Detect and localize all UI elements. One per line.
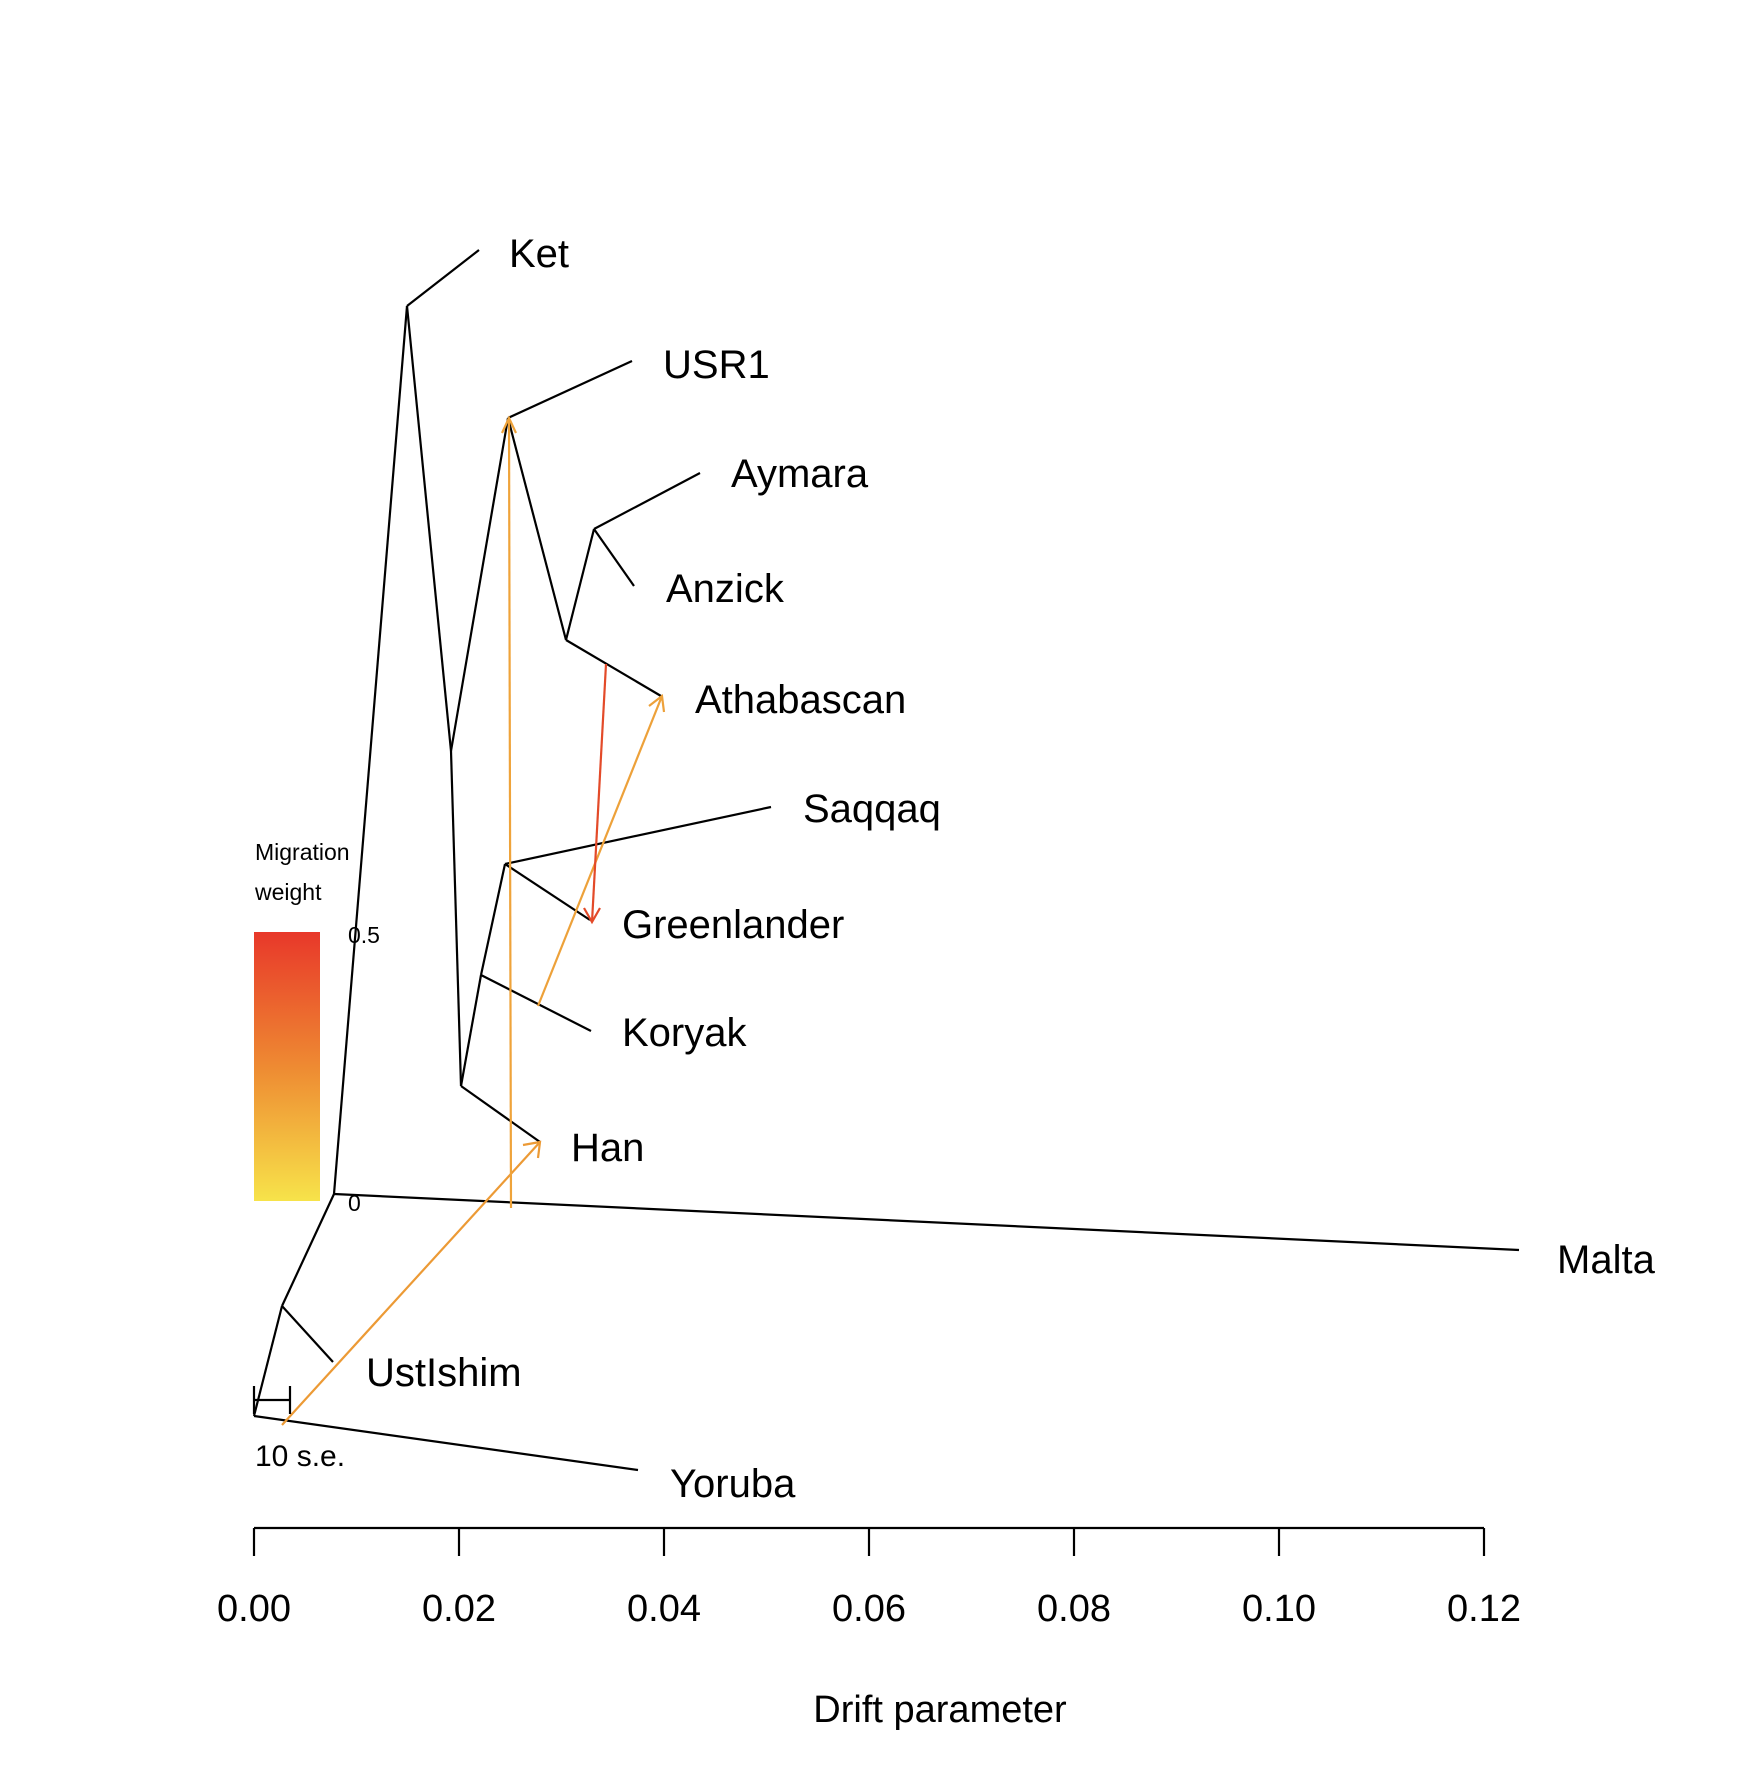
taxon-label: Malta — [1557, 1238, 1656, 1282]
branch-node-e-to-node-f — [506, 417, 568, 641]
x-tick-label: 0.06 — [832, 1588, 906, 1630]
taxon-label: Aymara — [731, 452, 869, 496]
branch-saqqaq — [504, 805, 772, 866]
branch-node-c-to-node-d — [405, 305, 453, 752]
tree-branches — [252, 249, 1520, 1472]
legend-title-line2: weight — [254, 879, 322, 905]
branch-athabascan — [565, 639, 662, 697]
taxon-label: Athabascan — [695, 678, 906, 722]
legend-title-line1: Migration — [255, 839, 350, 865]
legend-max-label: 0.5 — [348, 922, 380, 948]
branch-node-h-to-node-i — [459, 974, 483, 1087]
x-tick-label: 0.04 — [627, 1588, 701, 1630]
branch-ket — [406, 249, 480, 307]
taxon-labels: Ket USR1 Aymara Anzick Athabascan Saqqaq… — [366, 232, 1656, 1506]
branch-node-a-to-node-b — [281, 1193, 335, 1307]
branch-greenlander — [504, 863, 591, 921]
migration-edge-to-han — [281, 1140, 542, 1426]
branch-aymara — [593, 472, 701, 530]
migration-edges — [281, 415, 666, 1426]
x-tick-label: 0.02 — [422, 1588, 496, 1630]
legend-color-bar — [254, 932, 320, 1201]
branch-usr1 — [507, 360, 633, 419]
taxon-label: Han — [571, 1126, 644, 1170]
x-tick-label: 0.00 — [217, 1588, 291, 1630]
branch-node-b-to-node-c — [332, 305, 409, 1195]
x-axis-title: Drift parameter — [813, 1689, 1067, 1731]
migration-edge-to-greenlander — [583, 663, 608, 925]
branch-node-f-to-node-g — [564, 528, 596, 641]
migration-edge-to-athabascan — [536, 693, 666, 1007]
x-tick-label: 0.10 — [1242, 1588, 1316, 1630]
branch-node-d-to-node-e — [449, 417, 510, 752]
x-axis: 0.00 0.02 0.04 0.06 0.08 0.10 0.12 Drift… — [217, 1526, 1521, 1731]
taxon-label: Greenlander — [622, 903, 844, 947]
branch-malta — [333, 1192, 1520, 1252]
branch-root-to-node-a — [252, 1305, 284, 1417]
taxon-label: UstIshim — [366, 1351, 522, 1395]
branch-node-i-to-node-j — [479, 863, 507, 976]
scale-bar: 10 s.e. — [252, 1386, 345, 1473]
branch-yoruba — [253, 1414, 639, 1472]
taxon-label: USR1 — [663, 343, 770, 387]
taxon-label: Saqqaq — [803, 787, 941, 831]
branch-han — [460, 1085, 541, 1143]
branch-ustishim — [281, 1305, 334, 1363]
x-tick-label: 0.08 — [1037, 1588, 1111, 1630]
taxon-label: Anzick — [666, 567, 785, 611]
migration-weight-legend: Migration weight 0.5 0 — [254, 839, 380, 1216]
branch-anzick — [593, 528, 635, 587]
taxon-label: Ket — [509, 232, 569, 276]
migration-edge-to-usr1 — [501, 415, 517, 1209]
branch-node-d-to-node-h — [449, 750, 463, 1087]
taxon-label: Koryak — [622, 1011, 747, 1055]
scale-bar-label: 10 s.e. — [255, 1440, 345, 1473]
branch-koryak — [480, 974, 592, 1032]
taxon-label: Yoruba — [670, 1462, 796, 1506]
legend-min-label: 0 — [348, 1190, 361, 1216]
x-tick-label: 0.12 — [1447, 1588, 1521, 1630]
